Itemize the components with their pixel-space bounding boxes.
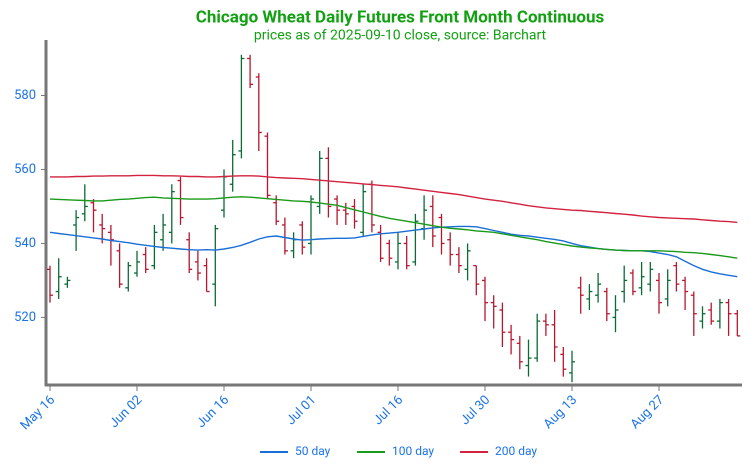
moving-average-line [49,196,738,259]
y-tick-label: 560 [14,162,36,177]
y-tick-label: 520 [14,310,36,325]
x-tick-label: Jun 02 [107,393,145,431]
chart-title: Chicago Wheat Daily Futures Front Month … [196,7,605,27]
x-tick-label: Aug 13 [541,393,580,432]
legend-label: 50 day [295,444,331,458]
chart-subtitle: prices as of 2025-09-10 close, source: B… [254,28,547,44]
x-tick-label: Jul 01 [284,393,320,429]
x-tick-label: May 16 [18,393,59,434]
x-tick-label: Jun 16 [194,393,232,431]
y-tick-label: 580 [14,88,36,103]
x-tick-label: Jul 30 [458,393,494,429]
x-tick-label: Aug 27 [628,393,667,432]
moving-average-line [49,225,738,278]
y-tick-label: 540 [14,236,36,251]
x-tick-label: Jul 16 [371,393,407,429]
legend-label: 100 day [392,444,434,458]
legend-label: 200 day [495,444,537,458]
moving-average-line [50,174,738,224]
